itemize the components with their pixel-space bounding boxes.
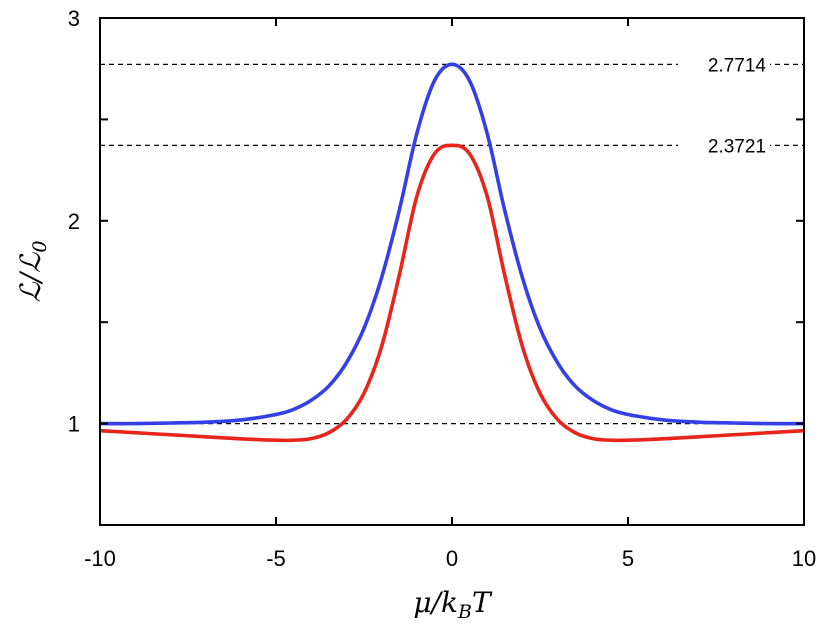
y-tick-label: 1 — [68, 412, 80, 437]
y-tick-label: 3 — [68, 6, 80, 31]
x-axis-label-sub: B — [457, 601, 472, 623]
x-axis-label: μ/kBT — [413, 586, 493, 623]
reference-label: 2.3721 — [708, 136, 766, 157]
axis-ticks: -10 -5 0 5 10 1 2 3 — [68, 6, 816, 571]
y-tick-label: 2 — [68, 209, 80, 234]
x-axis-label-tail: T — [472, 586, 493, 619]
x-tick-label: 0 — [446, 546, 458, 571]
series-line-1 — [99, 143, 805, 443]
series-line-0 — [99, 62, 805, 426]
reference-lines — [100, 63, 804, 425]
y-axis-label-main: ℒ/ℒ — [14, 252, 47, 303]
y-axis-label-sub: 0 — [29, 241, 51, 253]
plot-frame — [99, 17, 805, 526]
y-axis-label: ℒ/ℒ0 — [14, 241, 51, 303]
x-tick-label: -10 — [84, 546, 116, 571]
reference-label: 2.7714 — [708, 55, 767, 76]
reference-label-bg — [678, 131, 770, 158]
x-axis-label-main: μ/k — [413, 586, 458, 619]
series-layer — [99, 62, 805, 443]
reference-label-bg — [678, 50, 770, 77]
reference-labels: 2.3721 2.7714 — [678, 50, 770, 158]
x-tick-label: 5 — [622, 546, 634, 571]
x-tick-label: 10 — [792, 546, 816, 571]
x-tick-label: -5 — [266, 546, 286, 571]
